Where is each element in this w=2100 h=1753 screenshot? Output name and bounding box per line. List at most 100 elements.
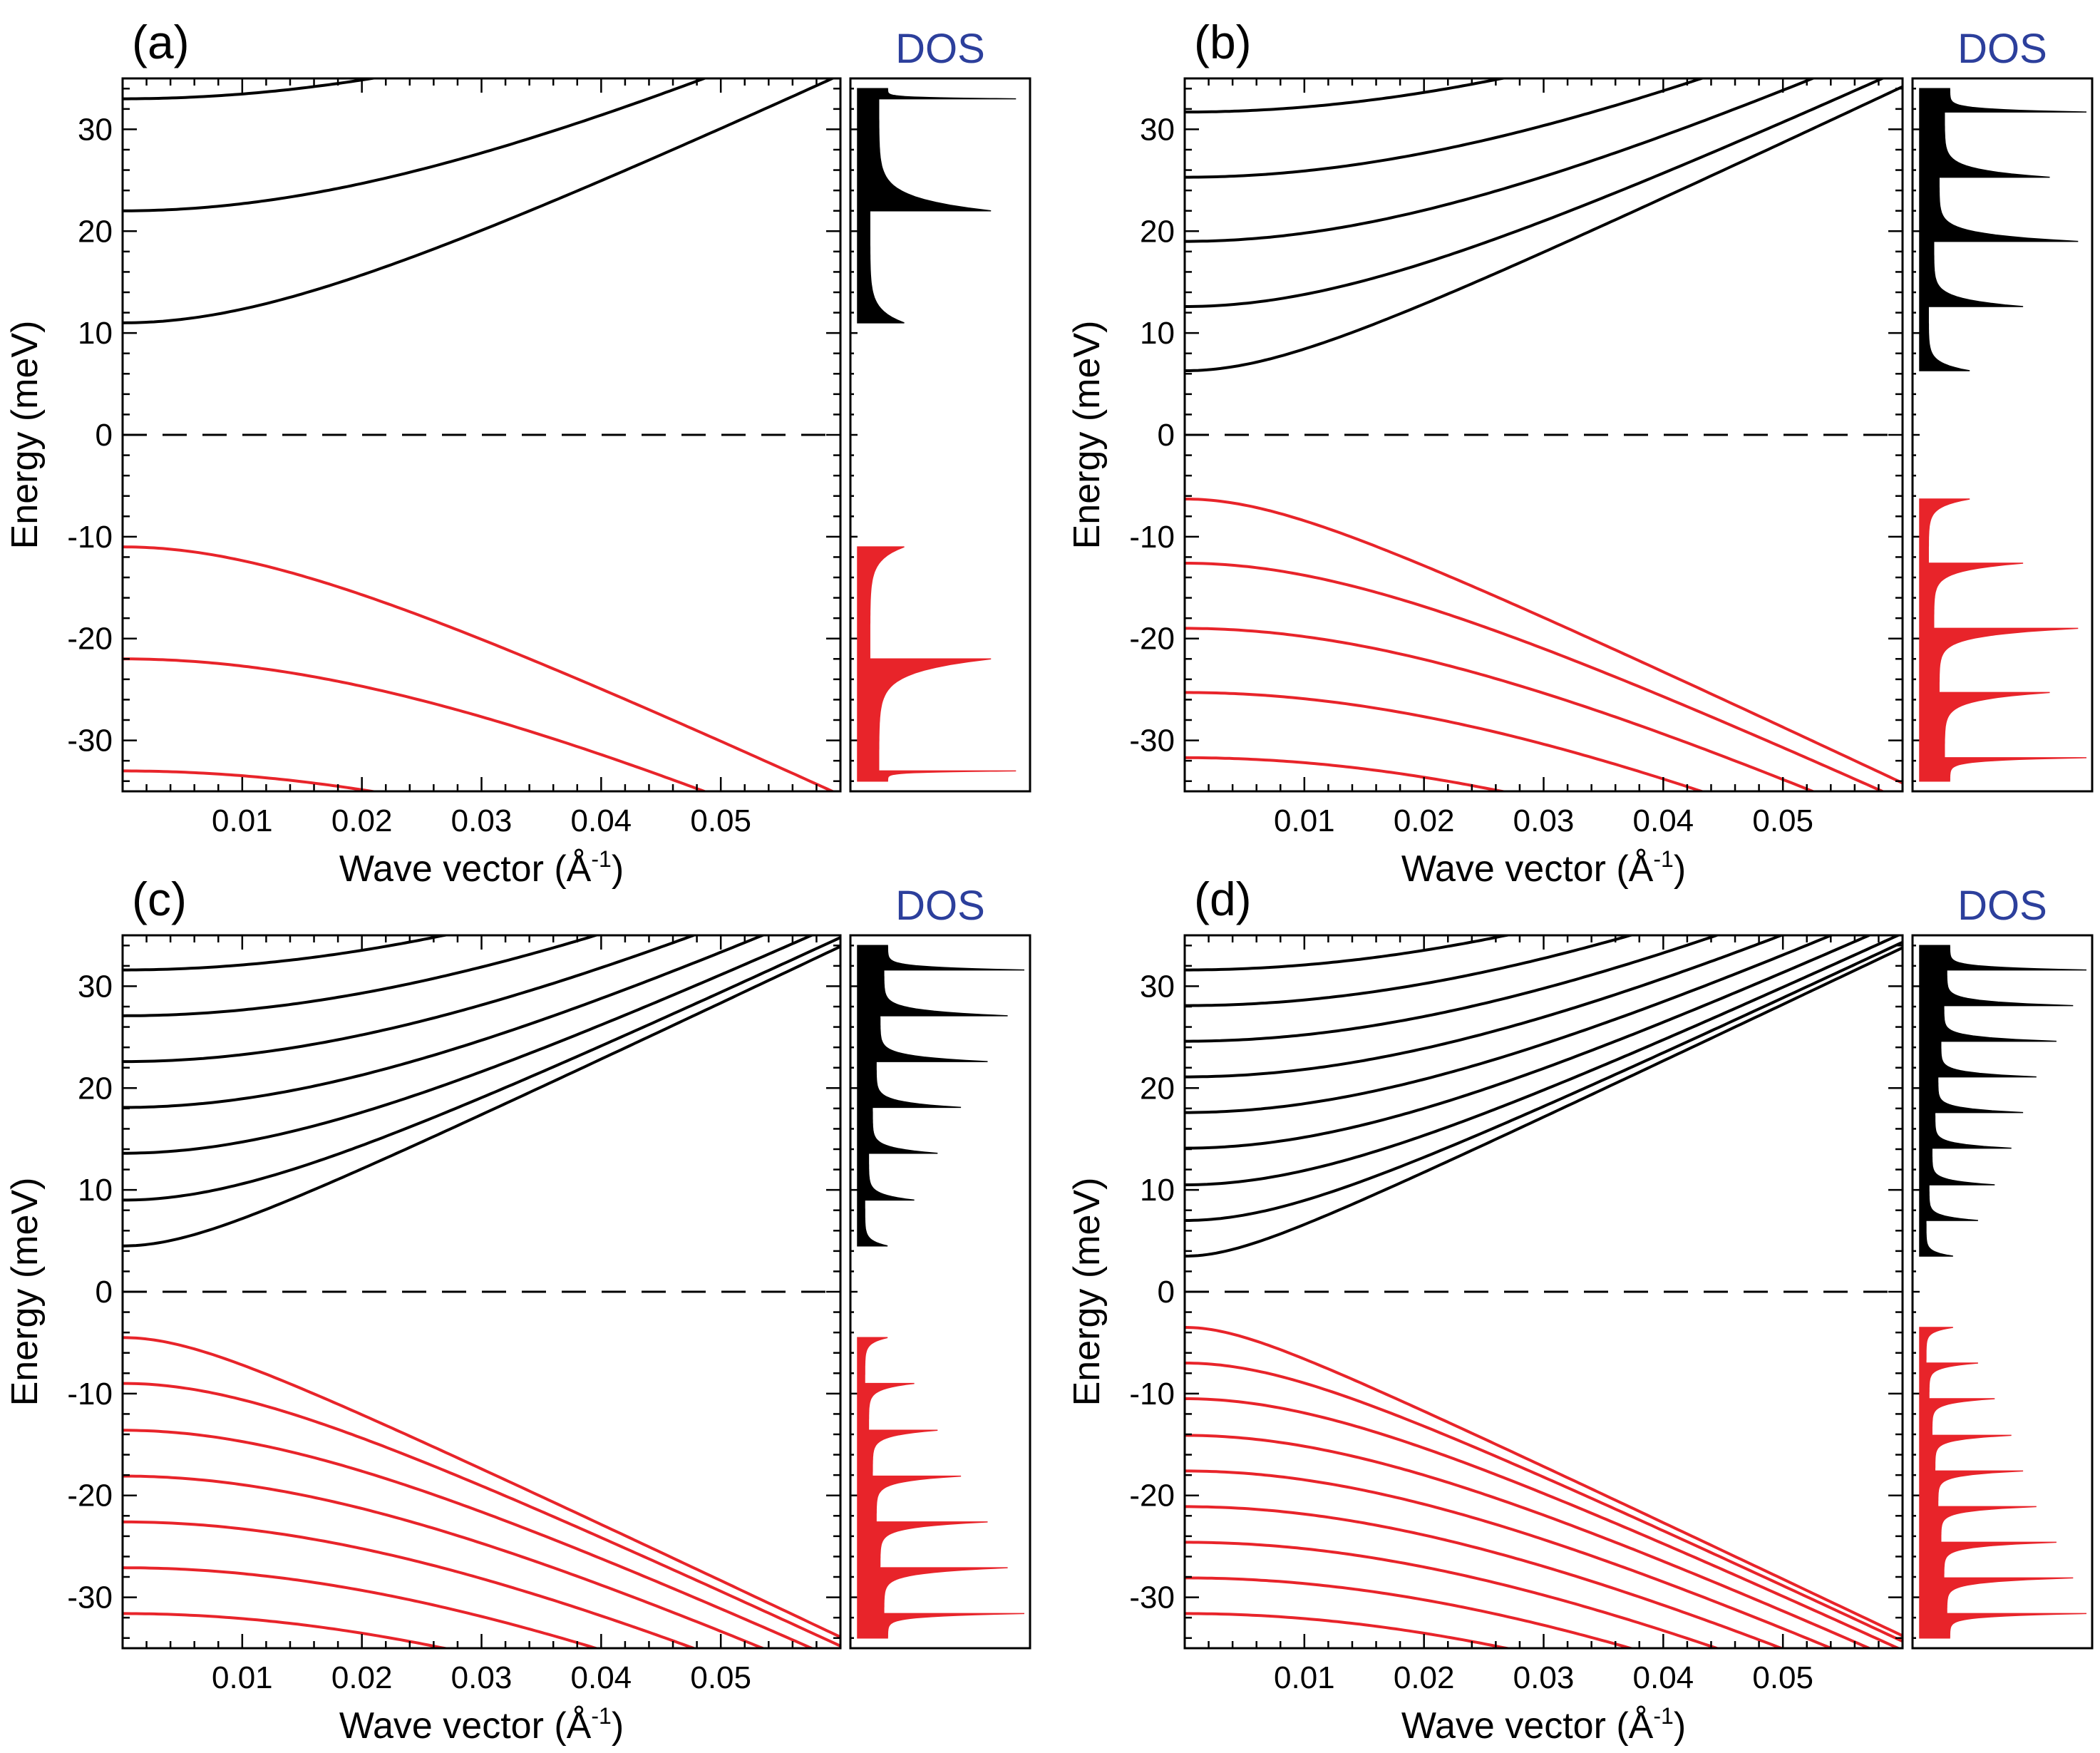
- dos-area: [1919, 88, 2087, 782]
- valence-band-5: [1185, 756, 1509, 791]
- conduction-band-6: [1185, 935, 1786, 1079]
- y-tick-label: 20: [1140, 1071, 1175, 1106]
- valence-band-2: [123, 1382, 840, 1647]
- panel-a: (a) DOS 0.01 0.02 0.03 0.04 0.05 30 20 10 0 -10 -20 -…: [4, 16, 1031, 890]
- conduction-band-1: [1185, 946, 1903, 1258]
- x-axis-label: Wave vector (Å-1): [339, 846, 624, 890]
- valence-band-1: [123, 1336, 840, 1639]
- dos-title: DOS: [895, 883, 985, 929]
- valence-dos: [857, 1337, 1025, 1639]
- x-tick-label: 0.01: [1274, 803, 1335, 838]
- valence-band-4: [1185, 1434, 1873, 1648]
- dos-frame: [1911, 934, 2094, 1650]
- x-tick-label: 0.01: [212, 1660, 273, 1695]
- y-tick-label: -20: [1129, 1479, 1175, 1513]
- panel-label: (a): [132, 16, 190, 68]
- dos-area: [857, 945, 1025, 1639]
- panel-label: (b): [1194, 16, 1252, 68]
- x-tick-label: 0.05: [1752, 803, 1813, 838]
- x-tick-label: 0.03: [1513, 803, 1575, 838]
- conduction-band-8: [1185, 935, 1636, 1007]
- conduction-band-7: [123, 935, 451, 972]
- panel-label: (c): [132, 873, 187, 925]
- y-tick-label: 0: [96, 1275, 113, 1310]
- x-tick-label: 0.02: [331, 803, 393, 838]
- y-tick-label: -20: [67, 1479, 113, 1513]
- y-tick-label: 20: [1140, 214, 1175, 249]
- valence-band-4: [1185, 691, 1707, 791]
- y-axis-label: Energy (meV): [4, 321, 46, 550]
- y-axis-label: Energy (meV): [1066, 1178, 1108, 1407]
- conduction-band-3: [123, 78, 381, 101]
- valence-band-5: [1185, 1469, 1836, 1648]
- conduction-dos: [1919, 945, 2087, 1257]
- y-axis-label: Energy (meV): [4, 1178, 46, 1407]
- conduction-band-2: [1185, 78, 1886, 308]
- band-plot-area: [123, 935, 840, 1648]
- band-plot-area: [1185, 78, 1903, 791]
- y-tick-label: -30: [67, 1580, 113, 1615]
- y-tick-label: -20: [67, 622, 113, 657]
- y-tick-label: 0: [1158, 1275, 1175, 1310]
- dos-frame: [849, 77, 1031, 793]
- conduction-band-6: [123, 935, 601, 1017]
- x-tick-label: 0.04: [1633, 1660, 1694, 1695]
- conduction-band-4: [1185, 935, 1873, 1150]
- x-tick-label: 0.04: [571, 803, 632, 838]
- conduction-band-5: [1185, 78, 1509, 114]
- y-tick-label: -30: [67, 724, 113, 759]
- conduction-band-7: [1185, 935, 1721, 1043]
- valence-band-1: [1185, 498, 1903, 785]
- dos-title: DOS: [895, 26, 985, 72]
- y-tick-label: 30: [1140, 969, 1175, 1004]
- dos-title: DOS: [1957, 26, 2047, 72]
- valence-band-1: [1185, 1326, 1903, 1638]
- valence-band-3: [1185, 627, 1817, 791]
- conduction-dos: [857, 945, 1025, 1247]
- conduction-band-2: [123, 78, 709, 212]
- band-plot-area: [1185, 935, 1903, 1648]
- x-tick-label: 0.03: [451, 803, 513, 838]
- x-tick-label: 0.01: [212, 803, 273, 838]
- y-tick-label: -20: [1129, 622, 1175, 657]
- panel-label: (d): [1194, 873, 1252, 925]
- valence-band-2: [1185, 562, 1886, 791]
- band-plot-area: [123, 78, 840, 791]
- panel-d: (d) DOS 0.01 0.02 0.03 0.04 0.05 30 20 10 0 -10 -20 -…: [1066, 873, 2094, 1747]
- y-tick-label: -30: [1129, 1580, 1175, 1615]
- valence-band-8: [1185, 1576, 1636, 1648]
- y-tick-label: 10: [1140, 316, 1175, 351]
- y-tick-label: 10: [78, 316, 113, 351]
- valence-band-2: [1185, 1362, 1903, 1643]
- y-tick-label: 30: [1140, 112, 1175, 147]
- x-tick-label: 0.02: [1394, 803, 1455, 838]
- y-tick-label: 30: [78, 112, 113, 147]
- y-tick-label: 10: [1140, 1173, 1175, 1208]
- conduction-dos: [857, 88, 1016, 324]
- valence-band-4: [123, 1474, 767, 1648]
- x-axis-label: Wave vector (Å-1): [1401, 1703, 1686, 1747]
- conduction-band-1: [123, 945, 840, 1248]
- x-tick-label: 0.05: [1752, 1660, 1813, 1695]
- conduction-band-1: [123, 78, 836, 324]
- valence-band-3: [123, 769, 381, 791]
- valence-band-7: [1185, 1541, 1721, 1648]
- valence-band-1: [123, 545, 836, 791]
- valence-dos: [1919, 498, 2087, 782]
- y-tick-label: 20: [78, 1071, 113, 1106]
- valence-dos: [1919, 1327, 2087, 1639]
- conduction-band-3: [1185, 935, 1902, 1186]
- valence-band-7: [123, 1612, 451, 1648]
- conduction-band-9: [1185, 935, 1513, 972]
- conduction-band-3: [123, 935, 815, 1155]
- y-axis-label: Energy (meV): [1066, 321, 1108, 550]
- valence-band-5: [123, 1520, 698, 1648]
- valence-band-3: [123, 1429, 815, 1648]
- x-tick-label: 0.05: [690, 1660, 751, 1695]
- y-tick-label: -10: [1129, 1377, 1175, 1412]
- x-axis-label: Wave vector (Å-1): [339, 1703, 624, 1747]
- x-tick-label: 0.03: [451, 1660, 513, 1695]
- dos-frame: [1911, 77, 2094, 793]
- conduction-band-5: [1185, 935, 1836, 1114]
- y-tick-label: -10: [67, 1377, 113, 1412]
